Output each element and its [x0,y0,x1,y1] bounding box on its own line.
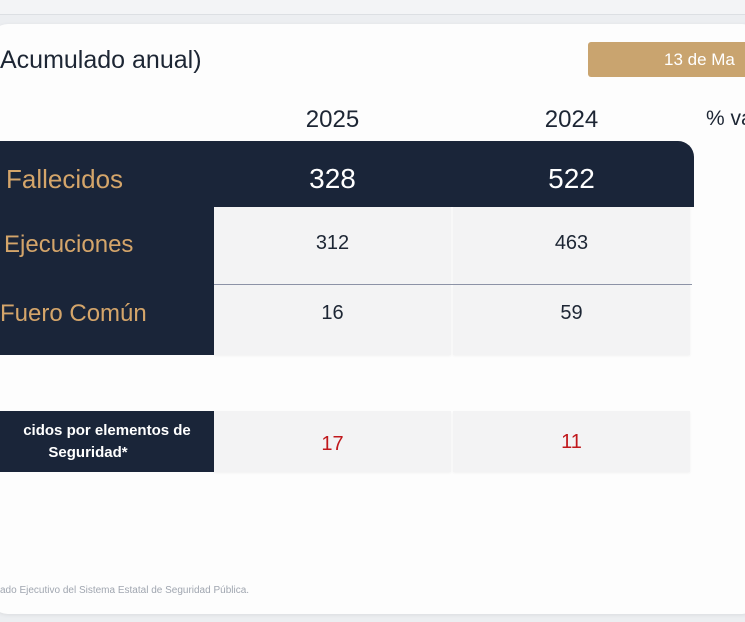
ejecuciones-2024: 463 [453,207,690,284]
fuero-comun-label: Fuero Común [0,300,147,327]
fuero-comun-2025: 16 [214,285,451,355]
row-divider [214,284,692,285]
security-row-label: cidos por elementos de Seguridad* [0,411,214,472]
fallecidos-2024: 522 [548,163,595,194]
row-labels-block: Ejecuciones Fuero Común [0,207,214,355]
column-header-2024: 2024 [544,106,599,133]
column-header-2025: 2025 [305,106,360,133]
fallecidos-label: Fallecidos [6,164,124,194]
fallecidos-row: Fallecidos 328 522 [0,141,694,207]
fuero-comun-2024: 59 [453,285,690,355]
fallecidos-2025: 328 [309,163,356,194]
security-2024: 11 [453,411,690,472]
security-2025: 17 [214,411,451,472]
ejecuciones-2025: 312 [214,207,451,284]
top-bar [0,0,745,15]
ejecuciones-label: Ejecuciones [4,231,134,258]
security-label-line1: cidos por elementos de [23,422,191,439]
column-header-variation: % va [706,107,745,130]
slide-title: Acumulado anual) [0,46,202,74]
date-badge: 13 de Ma [588,42,745,77]
security-label-line2: Seguridad* [48,444,128,461]
source-footnote: ado Ejecutivo del Sistema Estatal de Seg… [0,585,250,596]
